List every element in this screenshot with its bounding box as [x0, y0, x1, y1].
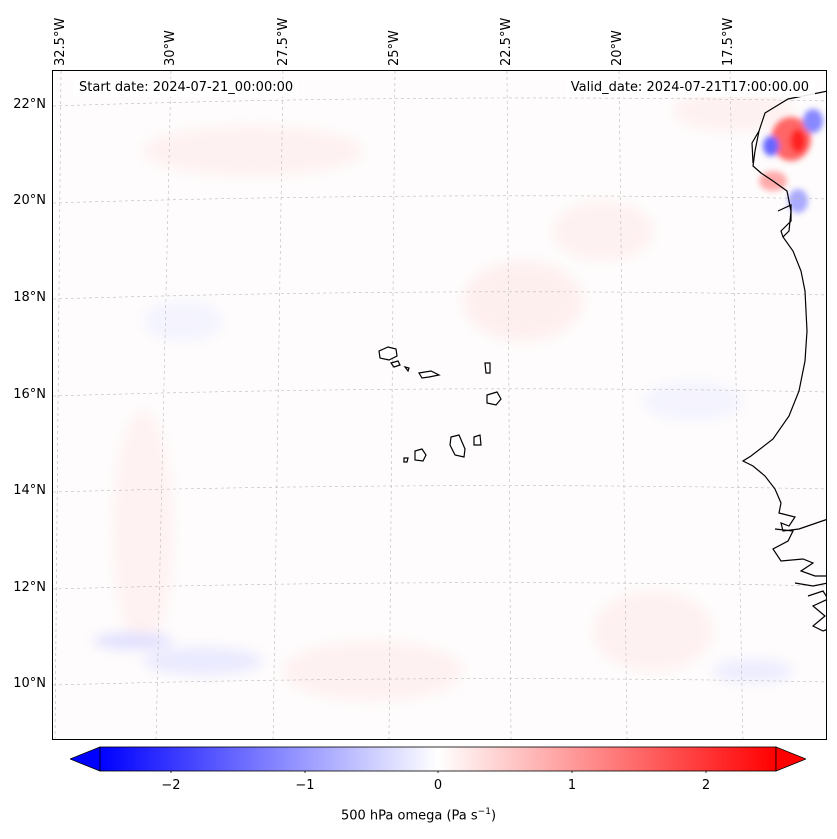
colorbar-extend-right	[775, 746, 806, 772]
lon-label-22-5w: 22.5°W	[499, 17, 514, 66]
colorbar	[70, 746, 806, 773]
island-sao-vicente	[389, 360, 401, 368]
lat-label-10n: 10°N	[13, 676, 46, 691]
valid-date-label: Valid_date: 2024-07-21T17:00:00.00	[564, 79, 815, 97]
island-santa-luzia	[403, 366, 410, 373]
omega-field	[53, 71, 826, 739]
colorbar-tick-0: 0	[433, 778, 443, 793]
lon-label-17-5w: 17.5°W	[721, 17, 736, 66]
island-santo-antao	[378, 346, 398, 361]
lat-label-20n: 20°N	[13, 193, 46, 208]
colorbar-tick-neg1: −1	[295, 778, 315, 793]
colorbar-body	[99, 746, 777, 772]
colorbar-tick-1: 1	[567, 778, 577, 793]
map-panel	[52, 70, 827, 740]
lon-label-25w: 25°W	[387, 30, 402, 66]
island-sal	[484, 362, 491, 374]
coastline-africa-north	[751, 130, 792, 238]
colorbar-label: 500 hPa omega (Pa s−1)	[0, 807, 837, 823]
lat-label-14n: 14°N	[13, 483, 46, 498]
colorbar-tick-neg2: −2	[161, 778, 181, 793]
colorbar-label-end: )	[490, 808, 497, 824]
colorbar-label-exponent: −1	[477, 807, 491, 817]
lon-label-32-5w: 32.5°W	[53, 17, 68, 66]
gridlines	[53, 71, 826, 739]
colorbar-ticks	[170, 771, 707, 773]
lon-label-20w: 20°W	[610, 30, 625, 66]
colorbar-extend-left	[70, 746, 101, 772]
island-boa-vista	[486, 391, 502, 406]
coastline-africa	[741, 90, 826, 632]
map-canvas	[53, 71, 826, 739]
lat-label-16n: 16°N	[13, 387, 46, 402]
island-fogo	[414, 448, 427, 462]
island-sao-nicolau	[418, 370, 441, 379]
cape-verde-islands	[378, 346, 502, 463]
island-brava	[403, 457, 409, 463]
island-maio	[473, 434, 482, 446]
colorbar-label-main: 500 hPa omega (Pa s	[340, 808, 478, 824]
lat-label-12n: 12°N	[13, 580, 46, 595]
island-santiago	[449, 434, 466, 458]
lat-label-18n: 18°N	[13, 290, 46, 305]
lon-label-27-5w: 27.5°W	[276, 17, 291, 66]
lat-label-22n: 22°N	[13, 97, 46, 112]
colorbar-tick-2: 2	[701, 778, 711, 793]
start-date-label: Start date: 2024-07-21_00:00:00	[73, 79, 300, 97]
lon-label-30w: 30°W	[163, 30, 178, 66]
